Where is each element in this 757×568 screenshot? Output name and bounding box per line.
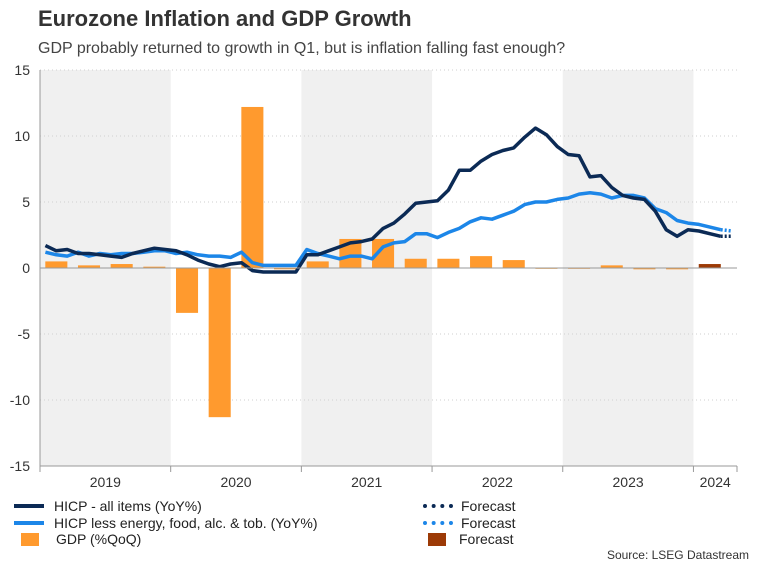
x-year-label: 2023 — [613, 474, 644, 490]
legend-item-hicp-forecast: Forecast — [423, 498, 515, 514]
legend-swatch-gdp — [21, 532, 39, 546]
legend-label-hicp: HICP - all items (YoY%) — [54, 498, 202, 514]
legend-swatch-core — [14, 521, 44, 525]
source-note: Source: LSEG Datastream — [606, 548, 749, 562]
hicp-line — [44, 126, 722, 274]
y-tick-label: -5 — [18, 326, 31, 342]
gdp-bar — [175, 268, 199, 313]
y-tick-label: 5 — [22, 194, 30, 210]
legend-item-gdp: GDP (%QoQ) — [21, 531, 141, 547]
axis-layer: 15 10 5 0 -5 -10 -15 2019 2020 2021 2022 2023 2024 — [10, 62, 738, 490]
y-tick-label: -15 — [10, 458, 30, 474]
gdp-bar — [110, 264, 133, 268]
y-tick-label: 10 — [14, 128, 30, 144]
legend-swatch-hicp — [14, 504, 44, 508]
line-layer — [44, 126, 732, 274]
gdp-forecast-bar — [698, 264, 721, 268]
gdp-bar — [600, 265, 623, 268]
gdp-bar — [666, 268, 689, 270]
gdp-bar — [45, 261, 68, 268]
x-year-label: 2024 — [700, 474, 731, 490]
legend-item-gdp-forecast: Forecast — [428, 531, 513, 547]
legend-swatch-core-forecast — [423, 521, 453, 525]
gdp-bar — [77, 265, 101, 268]
y-tick-label: 15 — [14, 62, 30, 78]
x-year-label: 2019 — [90, 474, 121, 490]
legend-item-core-forecast: Forecast — [423, 515, 515, 531]
legend-label-core-forecast: Forecast — [461, 515, 516, 531]
gdp-bar — [143, 266, 166, 268]
gdp-bar — [241, 106, 264, 269]
x-year-label: 2022 — [482, 474, 513, 490]
legend-item-hicp: HICP - all items (YoY%) — [14, 498, 202, 514]
gridline-layer — [40, 69, 737, 401]
legend-label-gdp-forecast: Forecast — [459, 531, 514, 547]
gdp-bar — [470, 256, 493, 268]
gdp-bar — [437, 258, 460, 268]
gdp-bar — [502, 260, 525, 268]
chart-subtitle: GDP probably returned to growth in Q1, b… — [38, 40, 566, 57]
legend-label-core: HICP less energy, food, alc. & tob. (YoY… — [54, 515, 318, 531]
core-line — [44, 191, 722, 268]
legend-label-hicp-forecast: Forecast — [461, 498, 516, 514]
x-year-label: 2021 — [351, 474, 382, 490]
core-forecast-line — [720, 227, 732, 233]
legend-item-core: HICP less energy, food, alc. & tob. (YoY… — [14, 515, 318, 531]
y-tick-label: 0 — [22, 260, 30, 276]
gdp-bar — [274, 268, 297, 270]
y-tick-label: -10 — [10, 392, 30, 408]
legend-swatch-hicp-forecast — [423, 504, 453, 508]
legend-swatch-gdp-forecast — [428, 532, 446, 546]
legend-label-gdp: GDP (%QoQ) — [56, 531, 142, 547]
chart-title: Eurozone Inflation and GDP Growth — [38, 6, 412, 31]
gdp-bar — [208, 268, 231, 418]
gdp-bar — [404, 258, 427, 268]
x-year-label: 2020 — [220, 474, 251, 490]
gdp-bar — [633, 268, 656, 270]
gdp-bar — [306, 261, 329, 268]
